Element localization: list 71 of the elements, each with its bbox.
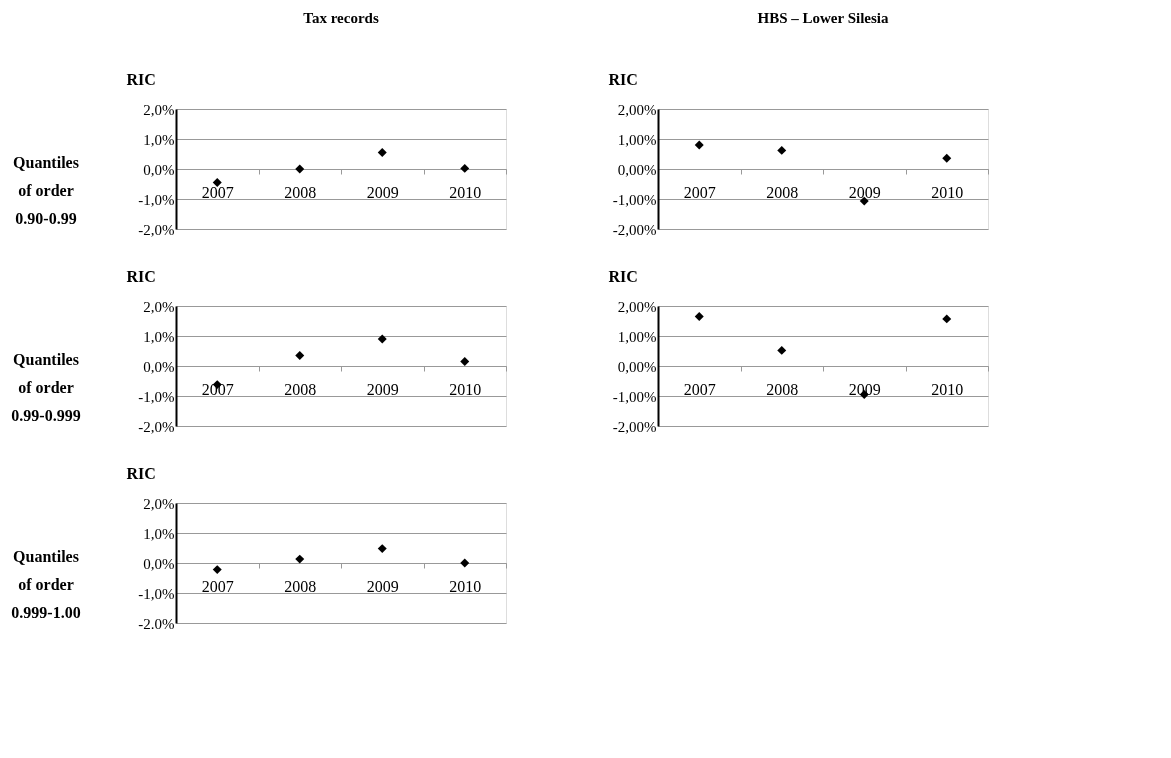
y-tick-label: 2,0%	[143, 495, 175, 512]
y-axis-title: RIC	[608, 70, 638, 88]
y-tick-label: 0,00%	[617, 161, 657, 178]
y-tick-label: 0,0%	[143, 161, 175, 178]
point	[377, 148, 387, 157]
y-tick-label: 1,0%	[143, 525, 175, 542]
point	[694, 312, 704, 321]
x-tick-label: 2007	[683, 380, 716, 398]
y-tick-label: 0,0%	[143, 555, 175, 572]
x-tick-label: 2008	[766, 380, 799, 398]
chart-title: Tax records	[303, 10, 379, 26]
y-tick-label: 0,00%	[617, 358, 657, 375]
point	[212, 178, 222, 187]
y-tick-label: 2,0%	[143, 298, 175, 315]
x-tick-label: 2010	[449, 380, 482, 398]
y-tick-label: -1,0%	[138, 191, 175, 208]
x-tick-label: 2010	[449, 577, 482, 595]
point	[295, 554, 305, 564]
y-tick-label: 2,00%	[617, 298, 657, 315]
text: Quantiles of order 0.90-0.99	[13, 154, 79, 227]
y-tick-label: -1,0%	[138, 388, 175, 405]
point	[377, 544, 387, 554]
point	[460, 558, 470, 568]
y-tick-label: -2,00%	[612, 418, 657, 435]
x-tick-label: 2010	[931, 380, 964, 398]
y-tick-label: 2,0%	[143, 101, 175, 118]
y-tick-label: -2,0%	[138, 418, 175, 435]
x-tick-label: 2009	[366, 183, 399, 201]
point	[212, 565, 222, 575]
text: Quantiles of order 0.999-1.00	[11, 548, 81, 621]
y-axis-title: RIC	[126, 70, 156, 88]
point	[694, 140, 704, 150]
y-tick-label: 1,00%	[617, 131, 657, 148]
y-tick-label: -1,00%	[612, 388, 657, 405]
point	[777, 145, 787, 155]
y-axis-title: RIC	[126, 267, 156, 285]
point	[942, 314, 952, 324]
point	[295, 164, 305, 174]
y-tick-label: 1,0%	[143, 328, 175, 345]
point	[777, 345, 787, 355]
x-tick-label: 2009	[366, 577, 399, 595]
point	[295, 351, 305, 360]
y-tick-label: -2.0%	[138, 615, 175, 632]
y-tick-label: -1,00%	[612, 191, 657, 208]
y-tick-label: -1,0%	[138, 585, 175, 602]
x-tick-label: 2007	[201, 577, 234, 595]
x-tick-label: 2010	[449, 183, 482, 201]
x-tick-label: 2007	[683, 183, 716, 201]
point	[942, 153, 952, 163]
chart-title: HBS – Lower Silesia	[757, 10, 889, 26]
x-tick-label: 2007	[201, 183, 234, 201]
y-tick-label: 1,0%	[143, 131, 175, 148]
text: Quantiles of order 0.99-0.999	[11, 351, 81, 424]
x-tick-label: 2008	[766, 183, 799, 201]
y-axis-title: RIC	[126, 464, 156, 482]
x-tick-label: 2008	[284, 183, 317, 201]
x-tick-label: 2009	[848, 380, 881, 398]
y-axis-title: RIC	[608, 267, 638, 285]
point	[460, 357, 470, 366]
x-tick-label: 2010	[931, 183, 964, 201]
x-tick-label: 2008	[284, 380, 317, 398]
point	[460, 163, 470, 173]
y-tick-label: 0,0%	[143, 358, 175, 375]
x-tick-label: 2009	[366, 380, 399, 398]
y-tick-label: -2,0%	[138, 221, 175, 238]
y-tick-label: 2,00%	[617, 101, 657, 118]
y-tick-label: 1,00%	[617, 328, 657, 345]
x-tick-label: 2009	[848, 183, 881, 201]
y-tick-label: -2,00%	[612, 221, 657, 238]
x-tick-label: 2008	[284, 577, 317, 595]
point	[377, 334, 387, 344]
